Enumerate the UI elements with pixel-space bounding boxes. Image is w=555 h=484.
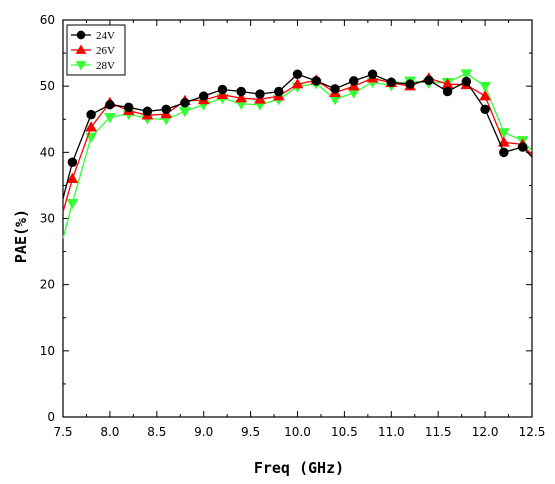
y-tick-label: 0 bbox=[47, 410, 55, 424]
y-tick-label: 50 bbox=[40, 79, 55, 93]
data-point-24v bbox=[499, 147, 509, 158]
data-point-24v bbox=[386, 77, 397, 87]
data-point-28v bbox=[460, 69, 473, 80]
y-tick-label: 30 bbox=[40, 212, 55, 226]
legend-label-24v: 24V bbox=[96, 30, 115, 42]
x-tick-label: 10.5 bbox=[331, 425, 358, 439]
x-tick-label: 12.0 bbox=[472, 425, 499, 439]
legend-label-28v: 28V bbox=[96, 60, 115, 72]
x-tick-label: 8.0 bbox=[100, 425, 119, 439]
x-tick-label: 12.5 bbox=[519, 425, 546, 439]
x-tick-label: 9.5 bbox=[241, 425, 260, 439]
data-point-24v bbox=[105, 99, 115, 110]
data-point-26v bbox=[85, 121, 98, 132]
x-tick-label: 10.0 bbox=[284, 425, 311, 439]
data-point-26v bbox=[479, 90, 491, 101]
data-point-24v bbox=[273, 86, 284, 97]
legend-marker-28v bbox=[75, 61, 87, 71]
series-24v bbox=[62, 69, 533, 199]
series-26v bbox=[62, 72, 533, 213]
x-tick-label: 8.5 bbox=[147, 425, 166, 439]
series-line-24v bbox=[62, 73, 533, 199]
series-layer bbox=[62, 69, 533, 239]
legend-marker-26v bbox=[75, 44, 87, 54]
data-point-24v bbox=[123, 102, 134, 113]
data-point-24v bbox=[86, 109, 96, 120]
data-point-24v bbox=[405, 79, 415, 89]
x-axis-label: Freq (GHz) bbox=[254, 459, 344, 477]
data-point-26v bbox=[291, 78, 304, 89]
data-point-24v bbox=[142, 106, 153, 117]
x-tick-label: 11.5 bbox=[425, 425, 452, 439]
data-point-24v bbox=[255, 89, 265, 99]
data-point-24v bbox=[198, 91, 209, 101]
y-tick-label: 60 bbox=[40, 13, 55, 27]
legend-marker-24v bbox=[76, 30, 86, 40]
series-line-28v bbox=[62, 72, 533, 239]
data-point-24v bbox=[180, 97, 190, 108]
data-point-28v bbox=[179, 107, 191, 118]
series-28v bbox=[62, 69, 533, 239]
data-point-24v bbox=[480, 104, 490, 115]
data-point-28v bbox=[66, 199, 79, 210]
data-point-28v bbox=[104, 113, 116, 124]
y-tick-label: 10 bbox=[40, 344, 55, 358]
data-point-24v bbox=[67, 157, 78, 168]
data-point-24v bbox=[349, 76, 359, 86]
axes-layer: 7.5 8.0 8.5 9.0 9.5 10.0 10.5 11.0 11.5 12.0 12.5 0… bbox=[40, 13, 546, 439]
data-point-24v bbox=[311, 76, 322, 86]
y-axis-label: PAE(%) bbox=[12, 209, 30, 263]
data-point-24v bbox=[161, 104, 171, 115]
x-tick-label: 11.0 bbox=[378, 425, 405, 439]
data-point-24v bbox=[292, 69, 303, 80]
y-tick-label: 40 bbox=[40, 145, 55, 159]
series-line-26v bbox=[62, 77, 533, 213]
legend-label-26v: 26V bbox=[96, 45, 115, 57]
y-tick-label: 20 bbox=[40, 278, 55, 292]
x-tick-label: 9.0 bbox=[194, 425, 213, 439]
data-point-28v bbox=[497, 128, 510, 139]
data-point-24v bbox=[461, 76, 472, 87]
data-point-24v bbox=[236, 86, 246, 97]
x-tick-label: 7.5 bbox=[53, 425, 72, 439]
data-point-26v bbox=[497, 136, 510, 147]
data-point-24v bbox=[217, 84, 228, 95]
data-point-26v bbox=[66, 172, 79, 184]
data-point-24v bbox=[517, 142, 528, 152]
data-point-24v bbox=[367, 69, 378, 80]
data-point-24v bbox=[442, 86, 453, 97]
data-point-24v bbox=[424, 75, 434, 85]
data-point-24v bbox=[330, 84, 340, 94]
data-point-26v bbox=[235, 92, 248, 103]
data-point-28v bbox=[479, 81, 491, 93]
legend: 24V 26V 28V bbox=[66, 24, 126, 76]
